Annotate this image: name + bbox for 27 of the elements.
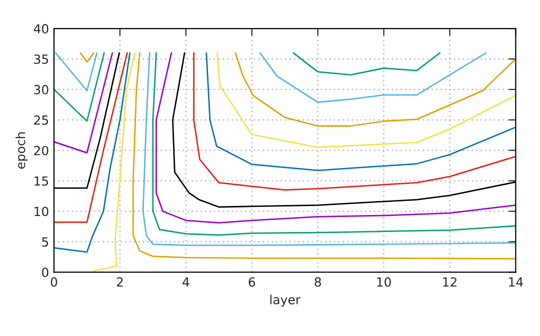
line-series bbox=[216, 52, 516, 148]
x-tick-label: 6 bbox=[248, 277, 256, 287]
line-series bbox=[234, 52, 516, 127]
y-tick-label: 20 bbox=[34, 146, 48, 156]
x-axis-title: layer bbox=[270, 294, 301, 307]
x-tick-label: 12 bbox=[443, 277, 456, 287]
line-series bbox=[92, 52, 136, 272]
y-tick-label: 35 bbox=[34, 54, 48, 64]
y-tick-label: 15 bbox=[34, 176, 48, 186]
y-tick-label: 25 bbox=[34, 115, 48, 125]
line-series bbox=[206, 52, 516, 172]
y-tick-label: 0 bbox=[42, 268, 48, 278]
x-tick-label: 10 bbox=[377, 277, 391, 287]
y-tick-label: 30 bbox=[34, 84, 48, 94]
line-series bbox=[292, 52, 441, 76]
x-tick-label: 8 bbox=[314, 277, 321, 287]
x-tick-label: 0 bbox=[50, 277, 58, 287]
y-axis-title: epoch bbox=[16, 132, 28, 169]
y-tick-label: 40 bbox=[34, 24, 48, 34]
y-tick-label: 10 bbox=[34, 206, 48, 216]
line-series bbox=[193, 52, 516, 191]
x-tick-label: 2 bbox=[116, 277, 123, 287]
line-series bbox=[54, 52, 131, 253]
y-tick-label: 5 bbox=[42, 237, 48, 247]
line-series bbox=[259, 52, 487, 103]
x-tick-label: 14 bbox=[509, 277, 523, 287]
x-tick-label: 4 bbox=[182, 277, 190, 287]
